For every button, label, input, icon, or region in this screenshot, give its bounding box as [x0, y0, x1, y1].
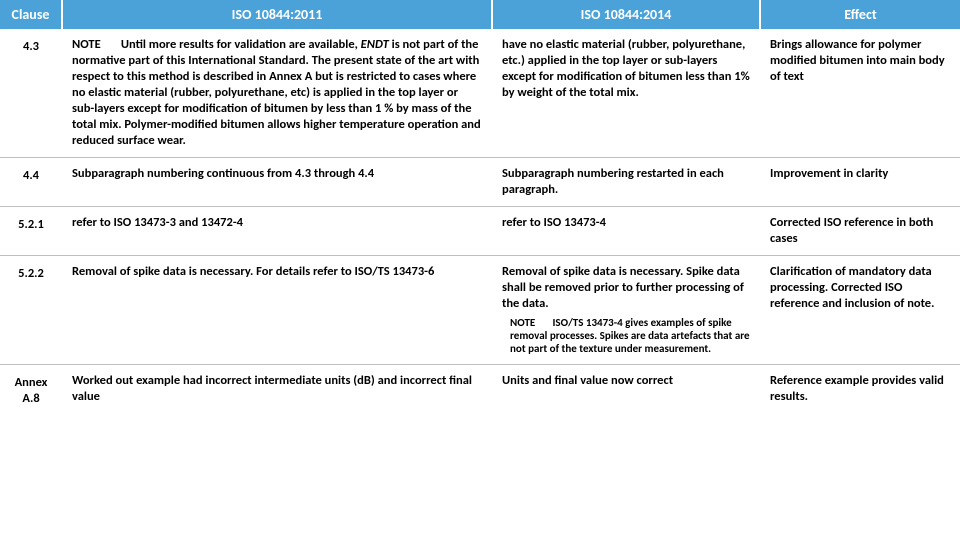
- col-iso2014: ISO 10844:2014: [492, 0, 760, 29]
- cell-iso2014: Subparagraph numbering restarted in each…: [492, 158, 760, 207]
- cell-iso2011: Subparagraph numbering continuous from 4…: [62, 158, 492, 207]
- col-effect: Effect: [760, 0, 960, 29]
- comparison-table: Clause ISO 10844:2011 ISO 10844:2014 Eff…: [0, 0, 960, 415]
- table-row: 5.2.1 refer to ISO 13473-3 and 13472-4 r…: [0, 207, 960, 256]
- cell-clause: 4.3: [0, 29, 62, 158]
- note-label: NOTE: [72, 37, 118, 53]
- table-header: Clause ISO 10844:2011 ISO 10844:2014 Eff…: [0, 0, 960, 29]
- cell-effect: Reference example provides valid results…: [760, 364, 960, 415]
- cell-iso2011: NOTE Until more results for validation a…: [62, 29, 492, 158]
- cell-effect: Brings allowance for polymer modified bi…: [760, 29, 960, 158]
- cell-iso2014: Units and final value now correct: [492, 364, 760, 415]
- col-clause: Clause: [0, 0, 62, 29]
- cell-iso2011: refer to ISO 13473-3 and 13472-4: [62, 207, 492, 256]
- cell-text: Removal of spike data is necessary. Spik…: [502, 264, 744, 311]
- table-row: 5.2.2 Removal of spike data is necessary…: [0, 256, 960, 365]
- cell-clause: 4.4: [0, 158, 62, 207]
- subnote: NOTE ISO/TS 13473-4 gives examples of sp…: [502, 316, 750, 356]
- cell-iso2014: Removal of spike data is necessary. Spik…: [492, 256, 760, 365]
- table-row: 4.3 NOTE Until more results for validati…: [0, 29, 960, 158]
- cell-effect: Improvement in clarity: [760, 158, 960, 207]
- cell-iso2011: Worked out example had incorrect interme…: [62, 364, 492, 415]
- cell-clause: 5.2.1: [0, 207, 62, 256]
- cell-iso2011: Removal of spike data is necessary. For …: [62, 256, 492, 365]
- cell-iso2014: refer to ISO 13473-4: [492, 207, 760, 256]
- cell-clause: Annex A.8: [0, 364, 62, 415]
- table-row: Annex A.8 Worked out example had incorre…: [0, 364, 960, 415]
- cell-effect: Clarification of mandatory data processi…: [760, 256, 960, 365]
- cell-effect: Corrected ISO reference in both cases: [760, 207, 960, 256]
- cell-iso2014: have no elastic material (rubber, polyur…: [492, 29, 760, 158]
- cell-clause: 5.2.2: [0, 256, 62, 365]
- note-label: NOTE: [510, 316, 550, 329]
- note-text: Until more results for validation are av…: [72, 37, 481, 148]
- table-row: 4.4 Subparagraph numbering continuous fr…: [0, 158, 960, 207]
- col-iso2011: ISO 10844:2011: [62, 0, 492, 29]
